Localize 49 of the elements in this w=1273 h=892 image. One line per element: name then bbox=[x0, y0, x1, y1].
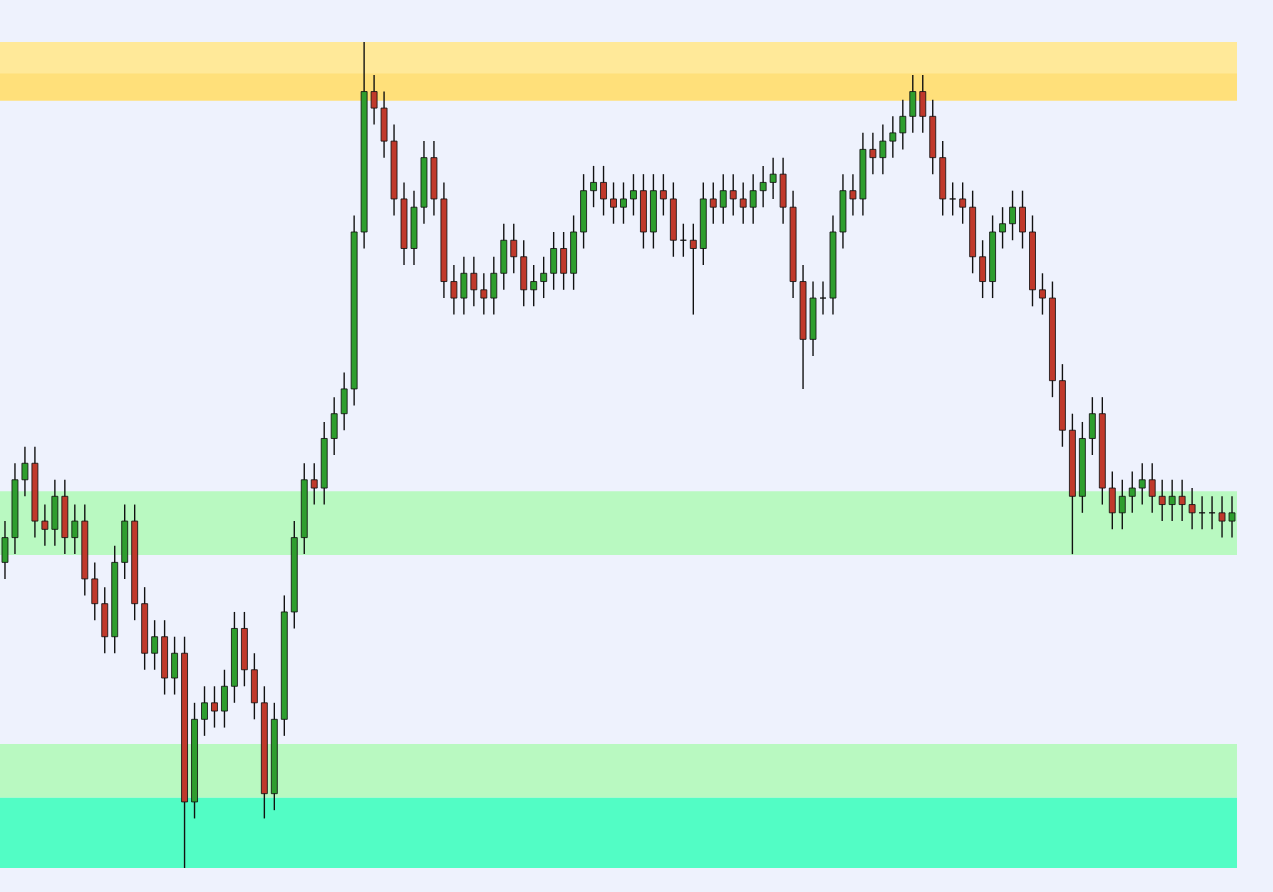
candlestick bbox=[759, 165, 767, 208]
candlestick bbox=[480, 272, 488, 316]
candlestick bbox=[1138, 462, 1146, 506]
candlestick bbox=[590, 165, 597, 208]
candlestick bbox=[1218, 495, 1226, 539]
candlestick bbox=[959, 181, 967, 225]
candlestick bbox=[999, 206, 1006, 250]
candlestick bbox=[1118, 479, 1126, 531]
candlestick bbox=[310, 462, 318, 506]
candlestick bbox=[749, 173, 757, 225]
candlestick bbox=[689, 223, 697, 316]
candlestick bbox=[370, 74, 378, 126]
candlestick bbox=[659, 173, 667, 217]
candlestick bbox=[739, 181, 747, 225]
candlestick bbox=[510, 223, 518, 274]
candlestick bbox=[151, 619, 159, 671]
candlestick bbox=[41, 503, 49, 547]
candlestick bbox=[1148, 462, 1156, 514]
candlestick bbox=[600, 165, 607, 217]
candlestick bbox=[211, 685, 218, 729]
candlestick bbox=[819, 280, 827, 316]
candlestick bbox=[1039, 272, 1046, 316]
candlestick bbox=[1178, 479, 1186, 522]
candlestick bbox=[1168, 479, 1176, 522]
candlestick bbox=[729, 173, 737, 217]
candlestick bbox=[709, 181, 717, 225]
candlestick bbox=[21, 446, 29, 497]
candlestick bbox=[899, 99, 907, 151]
candlestick bbox=[450, 264, 458, 316]
candlestick bbox=[1128, 470, 1136, 514]
candlestick bbox=[879, 123, 887, 175]
candlestick bbox=[530, 264, 538, 308]
candlestick bbox=[630, 173, 637, 217]
candlestick bbox=[620, 181, 627, 225]
candlestick bbox=[1158, 479, 1166, 522]
candlestick bbox=[610, 181, 617, 225]
candlestick bbox=[540, 256, 548, 299]
candlestick bbox=[949, 181, 957, 217]
candlestick bbox=[719, 173, 727, 225]
candlestick bbox=[849, 173, 857, 217]
candlestick bbox=[869, 132, 877, 175]
candlestick bbox=[889, 115, 897, 159]
candlestick bbox=[1228, 495, 1236, 539]
candlestick bbox=[1009, 189, 1016, 241]
candlestick bbox=[71, 503, 79, 555]
candlestick bbox=[470, 256, 478, 308]
candlestick bbox=[201, 685, 208, 737]
candlestick bbox=[1188, 487, 1196, 531]
candlestick bbox=[769, 156, 777, 200]
